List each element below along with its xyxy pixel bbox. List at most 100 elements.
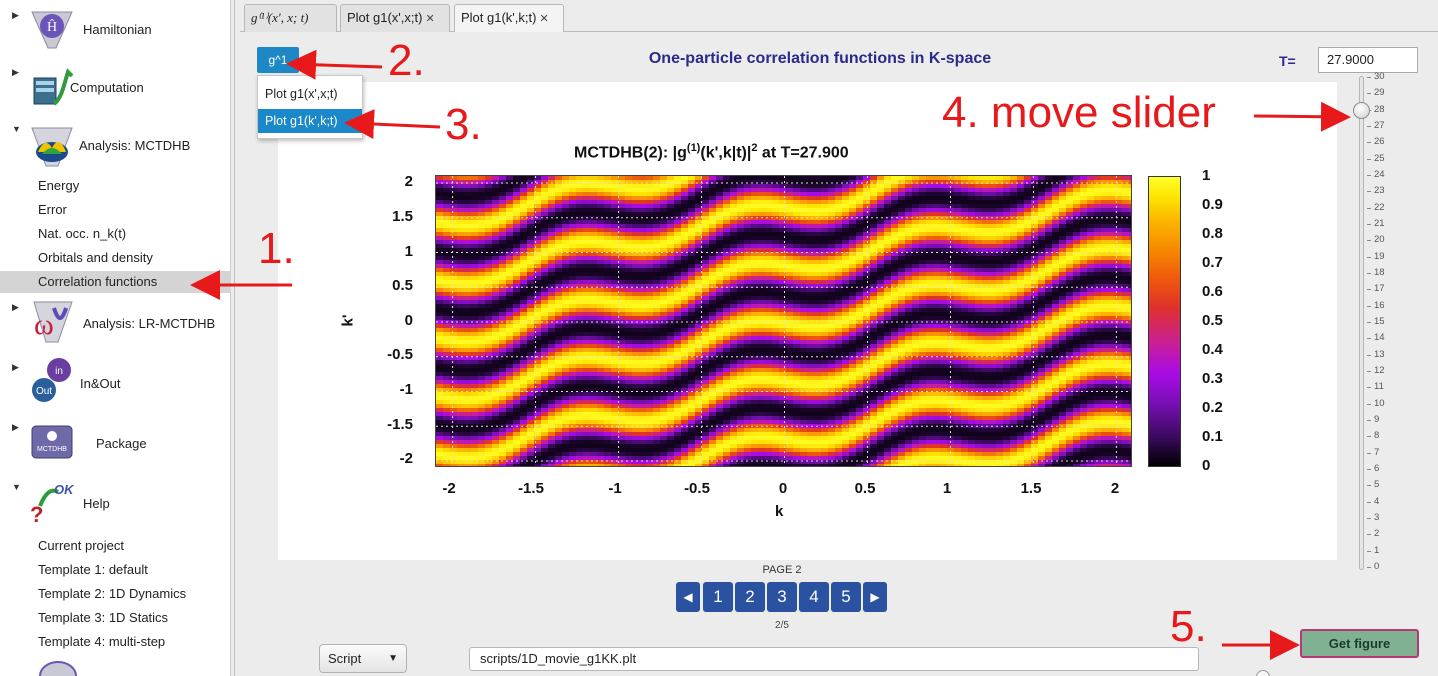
slider-tick-label: 11 [1374, 381, 1384, 393]
slider-tick-label: 28 [1374, 103, 1385, 115]
page-label: PAGE 2 [762, 564, 802, 576]
xtick: 0.5 [854, 480, 876, 497]
expand-arrow-icon[interactable]: ▶ [12, 67, 19, 77]
slider-tick [1367, 371, 1371, 372]
expand-arrow-icon[interactable]: ▶ [12, 422, 19, 432]
annotation-step-1: 1. [258, 224, 295, 273]
sidebar-item-template-1[interactable]: Template 1: default [38, 562, 148, 577]
sidebar-node-analysis-mctdhb[interactable]: ▼ Analysis: MCTDHB [0, 118, 231, 174]
slider-tick-label: 5 [1374, 479, 1380, 491]
slider-tick [1367, 158, 1371, 160]
sidebar-node-package[interactable]: ▶ MCTDHB Package [0, 416, 231, 472]
sidebar-divider[interactable] [234, 0, 235, 676]
sidebar-node-label: In&Out [80, 376, 121, 391]
menu-item-plot-g1-k[interactable]: Plot g1(k',k;t) [258, 109, 362, 133]
sidebar-item-natocc[interactable]: Nat. occ. n_k(t) [38, 226, 127, 241]
tab-plot-g1-k[interactable]: Plot g1(k',k;t) ✕ [454, 4, 564, 32]
g1-menu-button[interactable]: g^1 [257, 47, 299, 73]
slider-tick-label: 3 [1374, 512, 1380, 523]
sidebar-item-template-3[interactable]: Template 3: 1D Statics [38, 610, 169, 625]
ytick: 2 [404, 173, 413, 190]
x-axis-label: k [775, 503, 784, 520]
partial-tree-icon [39, 661, 77, 676]
tab-g1-xspace[interactable]: g⁽¹⁾(x′, x; t) [244, 4, 337, 32]
expand-arrow-icon[interactable]: ▶ [12, 10, 19, 20]
annotation-step-5: 5. [1170, 602, 1207, 651]
slider-tick-label: 25 [1374, 152, 1385, 164]
menu-item-plot-g1-x[interactable]: Plot g1(x',x;t) [265, 87, 338, 101]
colorbar-tick: 0.1 [1202, 428, 1223, 445]
xtick: 1 [942, 480, 952, 497]
plot-title-sup: (1) [686, 142, 701, 154]
close-icon[interactable]: ✕ [539, 13, 549, 25]
sidebar-item-orbitals[interactable]: Orbitals and density [38, 250, 153, 265]
sidebar-item-error[interactable]: Error [38, 202, 67, 217]
t-input[interactable]: 27.9000 [1318, 47, 1418, 73]
colorbar-tick: 0.5 [1202, 312, 1223, 329]
page-button-2[interactable]: 2 [735, 582, 765, 612]
tab-plot-g1-x[interactable]: Plot g1(x',x;t) ✕ [340, 4, 450, 32]
slider-tick [1367, 338, 1371, 340]
slider-tick [1367, 354, 1371, 356]
slider-tick-label: 22 [1374, 201, 1385, 213]
page-button-4[interactable]: 4 [799, 582, 829, 612]
sidebar-item-energy[interactable]: Energy [38, 178, 80, 193]
sidebar-item-correlation[interactable]: Correlation functions [0, 271, 231, 293]
time-slider-thumb[interactable] [1353, 102, 1370, 120]
svg-text:?: ? [30, 502, 43, 524]
close-icon[interactable]: ✕ [425, 13, 435, 25]
page-count: 2/5 [775, 620, 789, 631]
sidebar-node-inout[interactable]: ▶ in Out In&Out [0, 356, 231, 412]
slider-tick [1367, 550, 1371, 552]
xtick: 2 [1110, 480, 1120, 497]
ytick: -2 [399, 450, 413, 467]
slider-tick [1367, 518, 1371, 519]
get-figure-button[interactable]: Get figure [1300, 629, 1419, 658]
collapse-arrow-icon[interactable]: ▼ [12, 482, 21, 492]
ytick: 0.5 [392, 277, 413, 294]
plot-title-mid: (k',k|t)| [700, 144, 752, 162]
expand-arrow-icon[interactable]: ▶ [12, 362, 19, 372]
sidebar-node-label: Analysis: MCTDHB [79, 138, 191, 153]
svg-text:Ĥ: Ĥ [47, 18, 57, 35]
help-icon: ? OK [30, 482, 75, 524]
colorbar-tick: 0.7 [1202, 254, 1223, 271]
sidebar-node-analysis-lr[interactable]: ▶ ω Analysis: LR-MCTDHB [0, 296, 231, 352]
sidebar-item-current-project[interactable]: Current project [38, 538, 124, 553]
page-button-1[interactable]: 1 [703, 582, 733, 612]
prev-page-button[interactable]: ◀ [676, 582, 700, 612]
slider-tick-label: 2 [1374, 528, 1380, 540]
page-button-5[interactable]: 5 [831, 582, 861, 612]
next-page-button[interactable]: ▶ [863, 582, 887, 612]
page-button-3[interactable]: 3 [767, 582, 797, 612]
script-select[interactable]: Script ▼ [319, 644, 407, 673]
slider-tick [1367, 289, 1371, 291]
sidebar-node-hamiltonian[interactable]: ▶ Ĥ Hamiltonian [0, 0, 231, 56]
slider-tick-label: 26 [1374, 136, 1385, 148]
sidebar-node-help[interactable]: ▼ ? OK Help [0, 476, 231, 532]
slider-tick-label: 23 [1374, 185, 1385, 197]
tab-label: Plot g1(k',k;t) [461, 10, 537, 25]
slider-tick [1367, 256, 1371, 258]
ytick: -0.5 [387, 346, 413, 363]
slider-tick [1367, 469, 1371, 470]
expand-arrow-icon[interactable]: ▶ [12, 302, 19, 312]
sidebar-item-template-4[interactable]: Template 4: multi-step [38, 634, 166, 649]
package-icon: MCTDHB [31, 425, 73, 459]
sidebar-item-template-2[interactable]: Template 2: 1D Dynamics [38, 586, 187, 601]
slider-tick-label: 24 [1374, 169, 1385, 180]
xtick: 1.5 [1020, 480, 1042, 497]
tab-label: g⁽¹⁾(x′, x; t) [251, 10, 309, 25]
radio-indicator[interactable] [1256, 670, 1270, 676]
slider-tick-label: 17 [1374, 283, 1385, 295]
heatmap [436, 176, 1131, 466]
time-slider-track[interactable] [1359, 76, 1364, 570]
slider-tick-label: 27 [1374, 120, 1385, 131]
colorbar-tick: 0.4 [1202, 341, 1223, 358]
slider-tick-label: 30 [1374, 71, 1385, 82]
collapse-arrow-icon[interactable]: ▼ [12, 124, 21, 134]
slider-tick [1367, 452, 1371, 454]
sidebar-node-computation[interactable]: ▶ Computation [0, 60, 231, 116]
script-path-input[interactable]: scripts/1D_movie_g1KK.plt [469, 647, 1199, 671]
colorbar-tick: 1 [1202, 167, 1211, 184]
